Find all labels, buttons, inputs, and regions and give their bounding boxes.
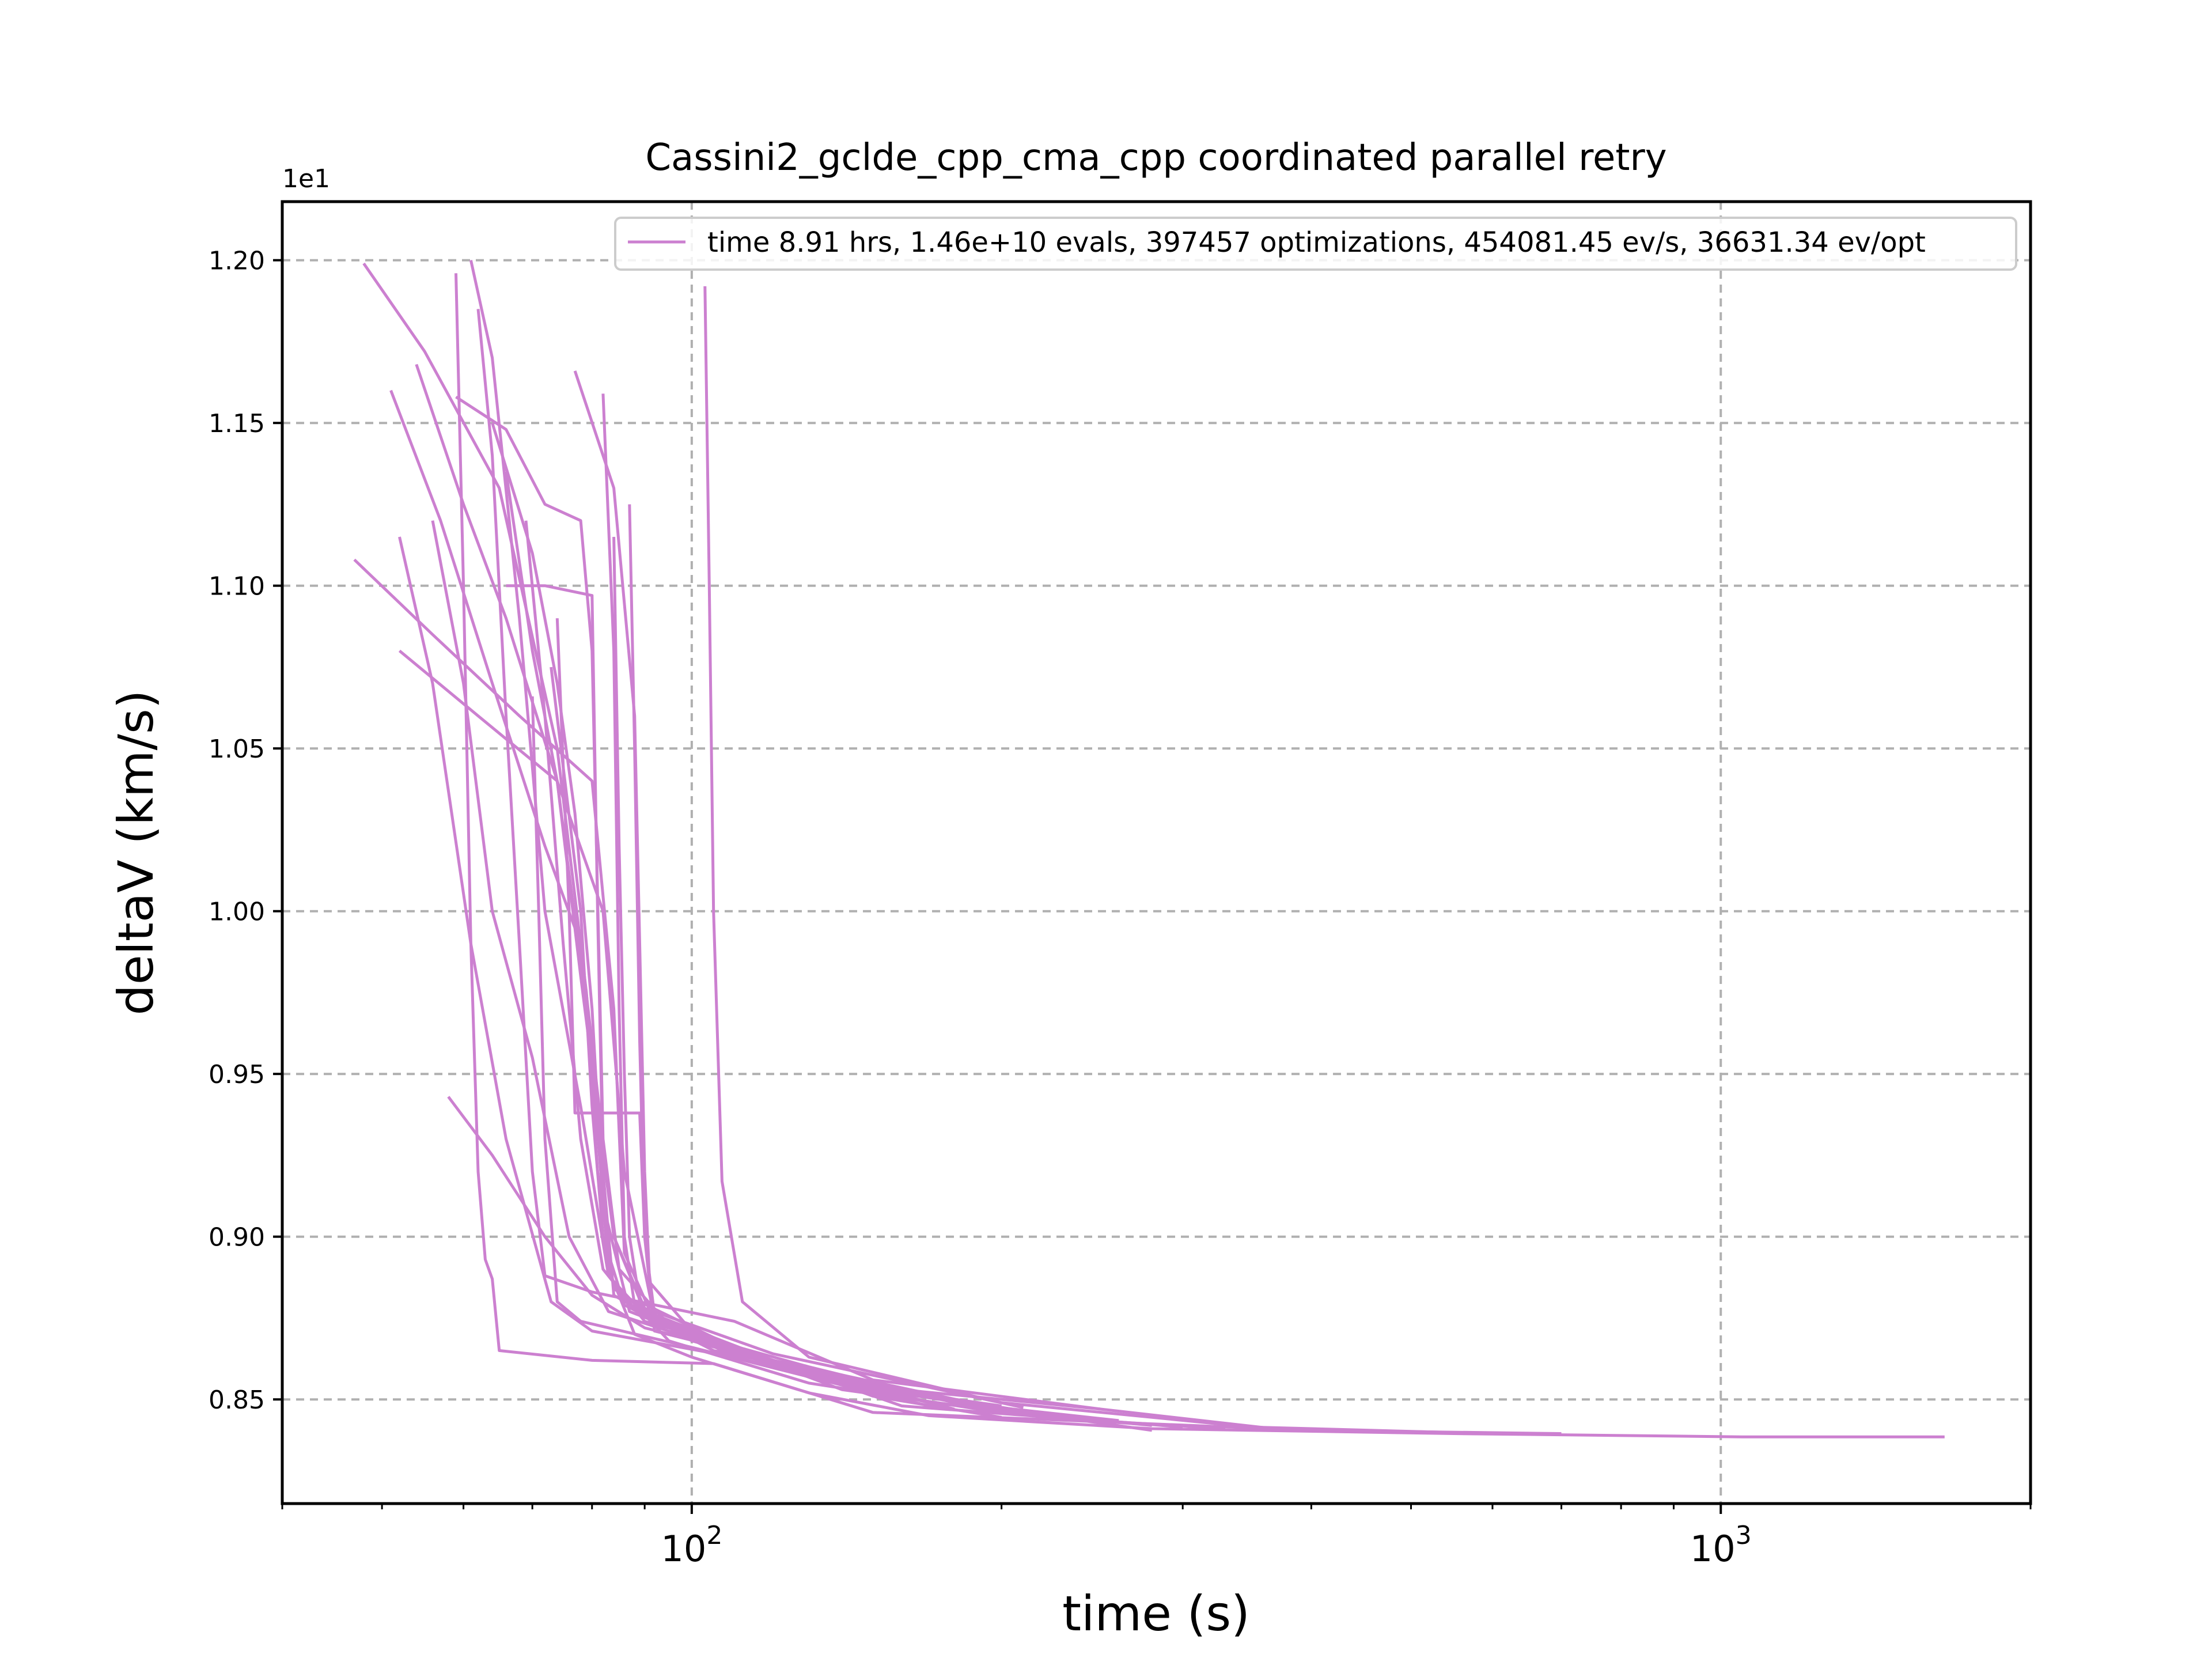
series-lines bbox=[353, 260, 1945, 1438]
x-axis-label: time (s) bbox=[1062, 1585, 1250, 1642]
y-tick-label: 0.90 bbox=[209, 1223, 265, 1252]
grid-lines bbox=[282, 202, 2031, 1504]
chart-title: Cassini2_gclde_cpp_cma_cpp coordinated p… bbox=[645, 137, 1666, 179]
legend-label: time 8.91 hrs, 1.46e+10 evals, 397457 op… bbox=[707, 226, 1926, 259]
y-axis-label: deltaV (km/s) bbox=[108, 690, 164, 1016]
series-line-17 bbox=[531, 696, 874, 1395]
series-line-23 bbox=[612, 536, 1101, 1411]
y-tick-label: 1.00 bbox=[209, 898, 265, 927]
series-line-14 bbox=[398, 536, 930, 1407]
legend-box bbox=[614, 217, 2017, 271]
series-line-15 bbox=[431, 520, 1065, 1419]
y-tick-label: 1.05 bbox=[209, 735, 265, 764]
series-line-10 bbox=[628, 504, 1153, 1432]
y-tick-label: 0.85 bbox=[209, 1385, 265, 1415]
y-tick-label: 1.10 bbox=[209, 572, 265, 601]
legend: time 8.91 hrs, 1.46e+10 evals, 397457 op… bbox=[614, 217, 2017, 271]
axis-tick-labels: 0.85 0.90 0.95 1.00 1.05 1.10 1.15 1.20 102 103 bbox=[209, 247, 1752, 1570]
x-tick-label: 102 bbox=[661, 1521, 722, 1570]
series-line-22 bbox=[505, 471, 1024, 1409]
series-line-11 bbox=[703, 286, 1493, 1435]
series-line-4 bbox=[389, 389, 1136, 1426]
series-line-24 bbox=[550, 667, 843, 1379]
series-line-21 bbox=[524, 520, 955, 1404]
y-tick-label: 1.15 bbox=[209, 409, 265, 438]
y-tick-label: 1.20 bbox=[209, 247, 265, 276]
axis-ticks bbox=[273, 259, 2032, 1514]
plot-frame bbox=[281, 200, 2032, 1505]
series-line-3 bbox=[454, 273, 1562, 1435]
y-offset-text: 1e1 bbox=[282, 164, 330, 194]
series-line-8 bbox=[573, 370, 1002, 1419]
series-line-9 bbox=[601, 393, 1119, 1424]
series-line-7 bbox=[455, 395, 1226, 1430]
y-tick-label: 0.95 bbox=[209, 1060, 265, 1089]
x-tick-label: 103 bbox=[1690, 1521, 1752, 1570]
series-line-18 bbox=[506, 584, 1002, 1407]
